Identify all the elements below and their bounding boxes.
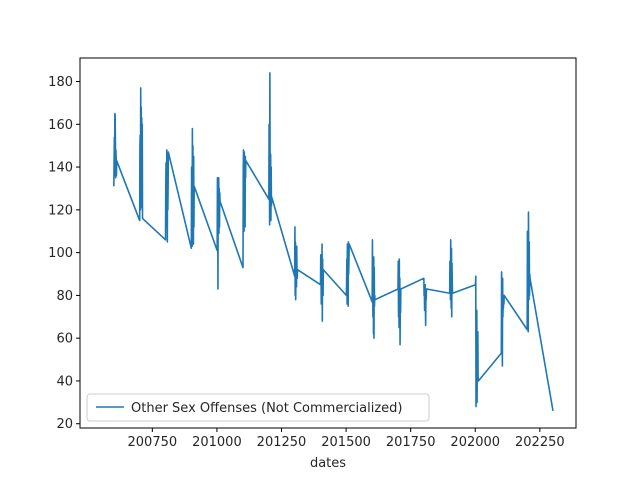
y-tick-label: 20 [56,417,73,432]
y-axis: 20 40 60 80 100 120 140 160 180 [48,75,80,432]
x-tick-label: 201000 [192,435,242,450]
plot-frame [79,57,577,429]
legend-box [86,393,430,422]
y-tick-label: 60 [56,332,73,347]
y-tick-label: 100 [48,246,73,261]
y-tick-label: 180 [48,75,73,90]
y-tick-label: 140 [48,161,73,176]
plot-area [80,58,576,428]
x-tick-label: 202000 [450,435,500,450]
x-axis-label: dates [310,456,346,471]
x-tick-label: 200750 [128,435,178,450]
x-tick-label: 201250 [257,435,307,450]
series-layer [113,72,554,412]
x-axis: 200750 201000 201250 201500 201750 202000 2022… [128,428,565,450]
x-tick-label: 202250 [515,435,565,450]
y-tick-label: 40 [56,374,73,389]
y-tick-label: 120 [48,203,73,218]
x-tick-label: 201500 [321,435,371,450]
legend: Other Sex Offenses (Not Commercialized) [86,393,430,422]
series-line-0 [113,72,554,412]
x-tick-label: 201750 [386,435,436,450]
legend-entry-label: Other Sex Offenses (Not Commercialized) [131,401,402,416]
y-tick-label: 80 [56,289,73,304]
y-tick-label: 160 [48,118,73,133]
